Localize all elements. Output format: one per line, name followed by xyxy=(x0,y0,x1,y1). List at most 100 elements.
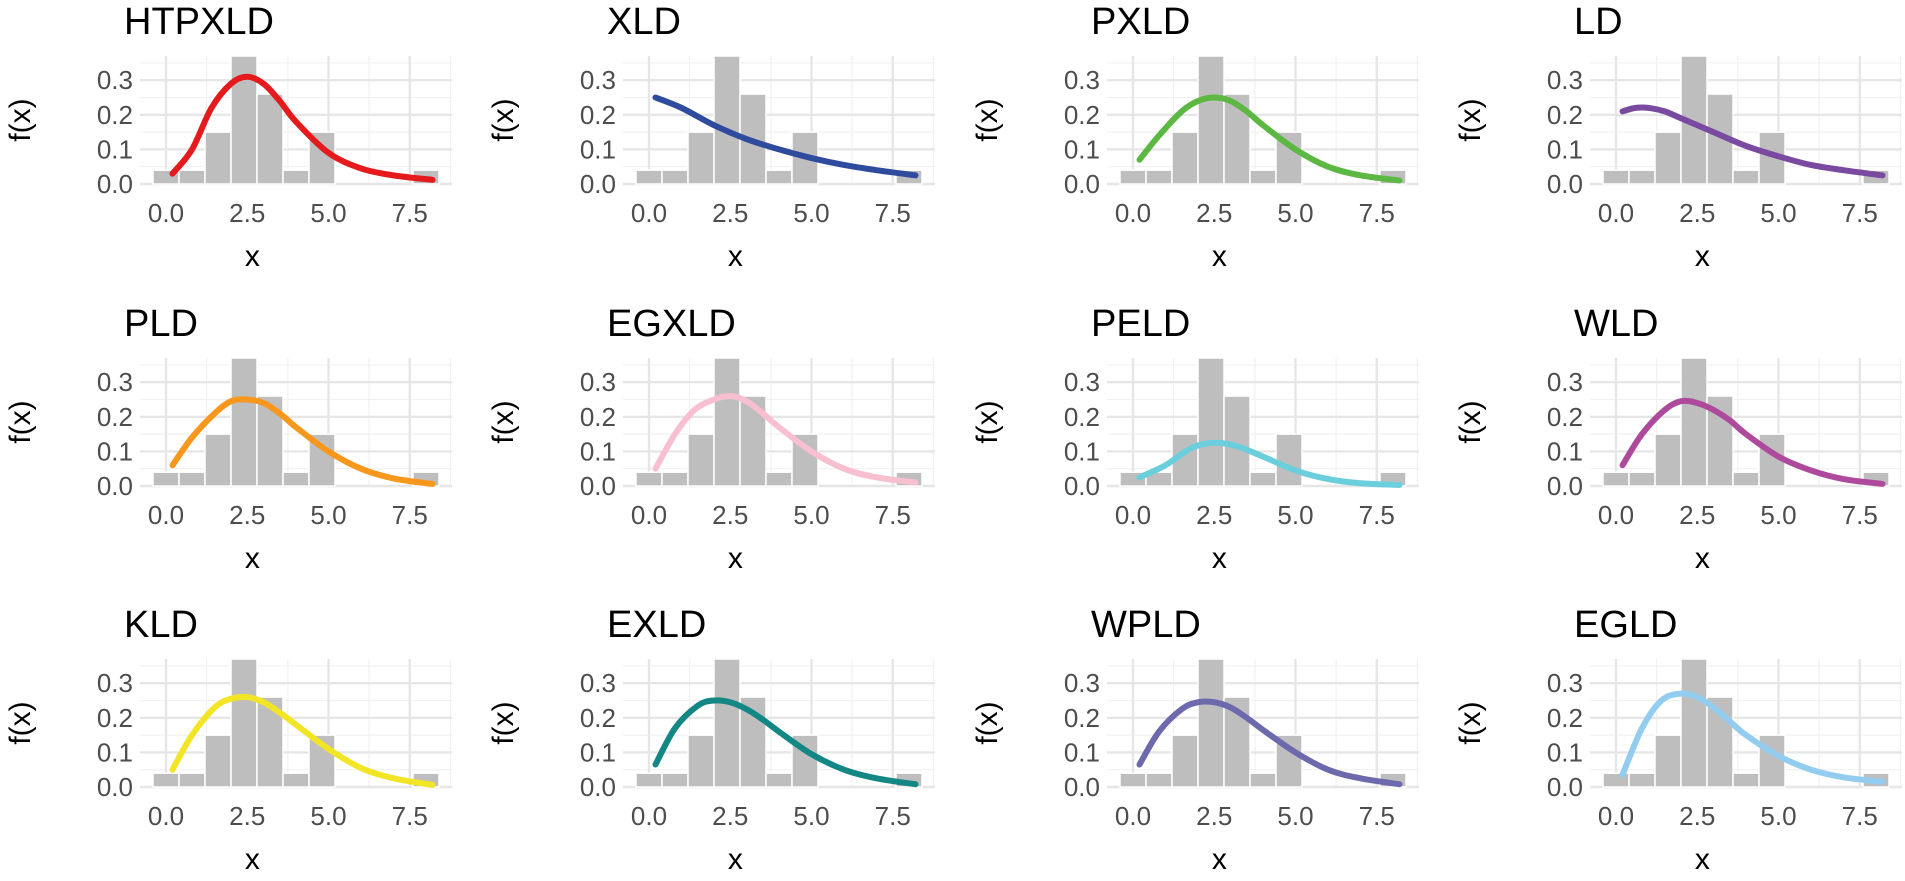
histogram-bar xyxy=(204,433,232,487)
x-tick-label: 7.5 xyxy=(392,801,428,831)
histogram-bar xyxy=(1119,772,1147,788)
y-tick-label: 0.3 xyxy=(1064,668,1100,698)
histogram-bar xyxy=(1223,395,1251,487)
panel-title: WLD xyxy=(1574,303,1658,345)
panel-htpxld: HTPXLD 0.0 2.5 5.0 7.5 0.0 0.1 0.2 0.3 x f(x) xyxy=(4,1,452,273)
y-tick-label: 0.1 xyxy=(1064,436,1100,466)
panel-title: HTPXLD xyxy=(124,1,274,43)
histogram-bar xyxy=(1275,433,1303,487)
x-tick-label: 7.5 xyxy=(875,500,911,530)
y-tick-label: 0.0 xyxy=(580,169,616,199)
panel-wpld: WPLD 0.0 2.5 5.0 7.5 0.0 0.1 0.2 0.3 x f(x) xyxy=(971,604,1419,876)
y-tick-label: 0.2 xyxy=(1064,100,1100,130)
histogram-bar xyxy=(1145,772,1173,788)
x-tick-label: 5.0 xyxy=(1760,198,1796,228)
density-curve xyxy=(1619,397,1886,487)
histogram-bar xyxy=(1628,169,1656,185)
x-axis-title: x xyxy=(1695,542,1710,575)
x-axis-title: x xyxy=(245,843,260,876)
y-tick-label: 0.1 xyxy=(580,436,616,466)
y-axis-title: f(x) xyxy=(1454,400,1487,443)
histogram-bar xyxy=(1628,772,1656,788)
y-axis-title: f(x) xyxy=(971,98,1004,141)
y-tick-label: 0.2 xyxy=(580,402,616,432)
histogram-bar xyxy=(1249,471,1277,487)
y-tick-label: 0.3 xyxy=(97,65,133,95)
panel-title: WPLD xyxy=(1091,604,1201,646)
x-tick-label: 7.5 xyxy=(1359,198,1395,228)
histogram-bar xyxy=(1654,433,1682,487)
histogram-bar xyxy=(635,169,663,185)
y-tick-label: 0.0 xyxy=(1547,169,1583,199)
histogram-bar xyxy=(1145,169,1173,185)
y-tick-label: 0.1 xyxy=(97,436,133,466)
density-curve xyxy=(1136,439,1403,488)
panel-title: LD xyxy=(1574,1,1623,43)
histogram-bar xyxy=(1249,772,1277,788)
histogram-bar xyxy=(713,357,741,487)
x-tick-label: 0.0 xyxy=(1115,500,1151,530)
x-tick-label: 0.0 xyxy=(1598,198,1634,228)
y-tick-label: 0.0 xyxy=(1064,169,1100,199)
histogram-bar xyxy=(282,772,310,788)
x-tick-label: 0.0 xyxy=(148,500,184,530)
histogram-bar xyxy=(1602,471,1630,487)
x-tick-label: 2.5 xyxy=(712,801,748,831)
x-tick-label: 2.5 xyxy=(1679,500,1715,530)
y-tick-label: 0.2 xyxy=(1064,402,1100,432)
x-tick-label: 7.5 xyxy=(875,801,911,831)
density-curve xyxy=(1136,94,1403,184)
density-curve xyxy=(652,697,919,788)
x-axis-title: x xyxy=(728,542,743,575)
histogram-bar xyxy=(230,357,258,487)
histogram-bar xyxy=(152,471,180,487)
x-tick-label: 0.0 xyxy=(148,801,184,831)
x-axis-title: x xyxy=(245,542,260,575)
x-tick-label: 2.5 xyxy=(1679,801,1715,831)
y-tick-label: 0.3 xyxy=(1547,668,1583,698)
x-tick-label: 0.0 xyxy=(1598,801,1634,831)
x-tick-label: 7.5 xyxy=(1359,801,1395,831)
histogram-bar xyxy=(765,169,793,185)
histogram-bar xyxy=(282,169,310,185)
x-axis-title: x xyxy=(1212,843,1227,876)
x-axis-title: x xyxy=(728,240,743,273)
x-tick-label: 2.5 xyxy=(1679,198,1715,228)
y-tick-label: 0.0 xyxy=(580,471,616,501)
histogram-bar xyxy=(1732,169,1760,185)
panel-title: KLD xyxy=(124,604,198,646)
histogram-bar xyxy=(1680,658,1708,788)
histogram-bar xyxy=(1758,734,1786,788)
y-axis-title: f(x) xyxy=(487,400,520,443)
y-tick-label: 0.3 xyxy=(1064,367,1100,397)
x-tick-label: 5.0 xyxy=(310,500,346,530)
y-axis-title: f(x) xyxy=(487,98,520,141)
y-tick-label: 0.1 xyxy=(97,134,133,164)
x-tick-label: 2.5 xyxy=(1196,500,1232,530)
histogram-bar xyxy=(256,93,284,185)
x-tick-label: 0.0 xyxy=(1115,198,1151,228)
y-axis-title: f(x) xyxy=(4,98,37,141)
histogram-bar xyxy=(204,131,232,185)
x-axis-title: x xyxy=(245,240,260,273)
panel-ld: LD 0.0 2.5 5.0 7.5 0.0 0.1 0.2 0.3 x f(x) xyxy=(1454,1,1902,273)
histogram-bar xyxy=(713,658,741,788)
y-axis-title: f(x) xyxy=(971,400,1004,443)
y-tick-label: 0.2 xyxy=(1547,402,1583,432)
x-tick-label: 7.5 xyxy=(1842,198,1878,228)
panel-exld: EXLD 0.0 2.5 5.0 7.5 0.0 0.1 0.2 0.3 x f(x) xyxy=(487,604,935,876)
x-tick-label: 7.5 xyxy=(392,500,428,530)
y-tick-label: 0.3 xyxy=(580,65,616,95)
y-tick-label: 0.1 xyxy=(97,737,133,767)
x-tick-label: 2.5 xyxy=(229,198,265,228)
panel-egxld: EGXLD 0.0 2.5 5.0 7.5 0.0 0.1 0.2 0.3 x f(x) xyxy=(487,303,935,575)
x-tick-label: 2.5 xyxy=(712,500,748,530)
density-curve xyxy=(169,73,436,183)
x-tick-label: 5.0 xyxy=(310,801,346,831)
histogram-bar xyxy=(661,772,689,788)
y-tick-label: 0.0 xyxy=(1064,772,1100,802)
y-tick-label: 0.0 xyxy=(1547,471,1583,501)
x-tick-label: 0.0 xyxy=(1115,801,1151,831)
histogram-bar xyxy=(661,169,689,185)
